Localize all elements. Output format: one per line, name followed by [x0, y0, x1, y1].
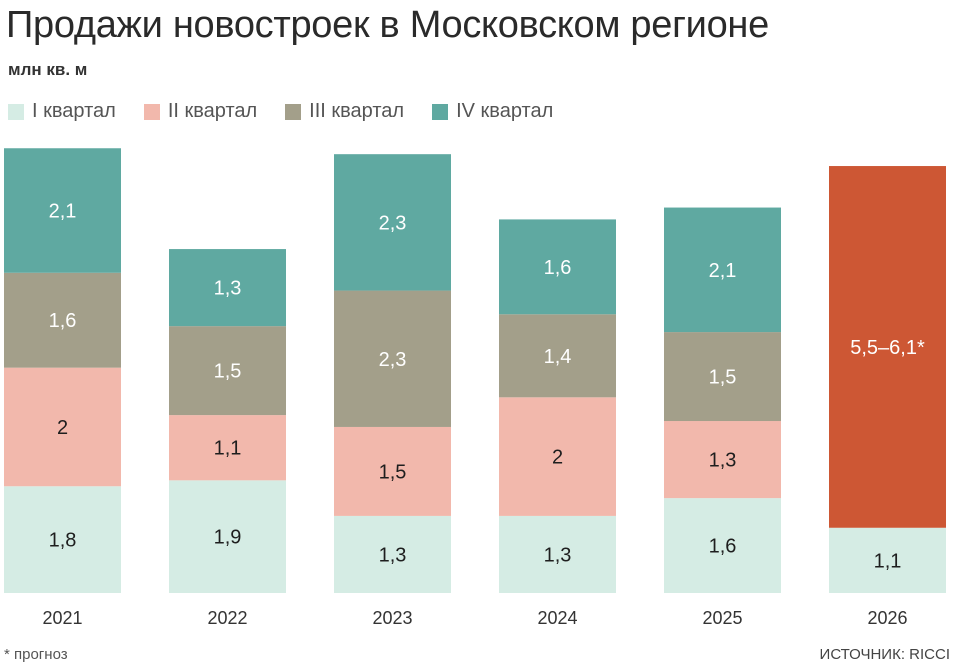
bar-segment-2021-q3: [4, 272, 121, 368]
data-label-2023-q2: 1,5: [379, 461, 407, 483]
legend-swatch-q4: [432, 103, 449, 120]
bar-segment-2022-q1: [169, 480, 286, 593]
legend-item-q2: II квартал: [143, 100, 258, 123]
bar-segment-2023-q4: [334, 154, 451, 291]
data-label-2021-q1: 1,8: [49, 530, 77, 552]
data-label-2023-q1: 1,3: [379, 544, 407, 566]
bar-segment-2021-q1: [4, 486, 121, 593]
data-label-2025-q4: 2,1: [709, 260, 737, 282]
bar-segment-2022-q2: [169, 415, 286, 481]
bar-segment-2025-q2: [664, 421, 781, 499]
x-tick-label-2026: 2026: [867, 608, 907, 628]
data-label-2026-q1: 1,1: [874, 550, 902, 572]
data-label-2022-q3: 1,5: [214, 361, 242, 383]
data-label-2024-q3: 1,4: [544, 346, 572, 368]
forecast-footnote: * прогноз: [4, 646, 68, 663]
legend-label-q2: II квартал: [167, 100, 258, 122]
data-label-2025-q3: 1,5: [709, 367, 737, 389]
data-label-2026-forecast: 5,5–6,1*: [850, 337, 925, 359]
x-tick-label-2025: 2025: [702, 608, 742, 628]
legend-swatch-q1: [8, 103, 24, 120]
data-label-2023-q3: 2,3: [379, 349, 407, 371]
data-label-2021-q3: 1,6: [49, 310, 77, 332]
source-credit: ИСТОЧНИК: RICCI: [819, 646, 950, 663]
chart-title: Продажи новостроек в Московском регионе: [6, 4, 769, 46]
bar-segment-2021-q2: [4, 367, 121, 487]
legend-label-q4: IV квартал: [456, 100, 554, 122]
data-label-2022-q2: 1,1: [214, 438, 242, 460]
data-label-2023-q4: 2,3: [379, 212, 407, 234]
data-label-2021-q2: 2: [57, 417, 68, 439]
legend-label-q3: III квартал: [309, 100, 405, 122]
bar-segment-2024-q3: [499, 314, 616, 398]
data-label-2022-q4: 1,3: [214, 278, 242, 300]
bar-segment-2024-q1: [499, 515, 616, 593]
bar-segment-2025-q4: [664, 207, 781, 333]
x-tick-label-2022: 2022: [207, 608, 247, 628]
legend-item-q3: III квартал: [285, 100, 404, 123]
bar-segment-2026-q1: [829, 527, 946, 593]
unit-label: млн кв. м: [8, 60, 88, 79]
legend-item-q4: IV квартал: [432, 100, 553, 123]
data-label-2024-q2: 2: [552, 447, 563, 469]
legend-swatch-q3: [285, 103, 302, 120]
bar-segment-2024-q4: [499, 219, 616, 315]
bar-segment-2022-q3: [169, 326, 286, 416]
x-tick-label-2021: 2021: [42, 608, 82, 628]
bar-segment-2022-q4: [169, 249, 286, 327]
data-label-2021-q4: 2,1: [49, 201, 77, 223]
bar-segment-2021-q4: [4, 148, 121, 273]
data-label-2024-q1: 1,3: [544, 544, 572, 566]
bar-segment-2026-forecast: [829, 166, 946, 528]
x-tick-label-2023: 2023: [372, 608, 412, 628]
legend-item-q1: I квартал: [8, 100, 116, 123]
legend-swatch-q2: [143, 103, 160, 120]
bar-segment-2025-q1: [664, 498, 781, 593]
data-label-2022-q1: 1,9: [214, 527, 242, 549]
data-label-2025-q1: 1,6: [709, 536, 737, 558]
bar-segment-2023-q1: [334, 515, 451, 593]
bar-segment-2023-q2: [334, 426, 451, 516]
bar-segment-2025-q3: [664, 332, 781, 422]
x-tick-label-2024: 2024: [537, 608, 577, 628]
data-label-2024-q4: 1,6: [544, 257, 572, 279]
data-label-2025-q2: 1,3: [709, 450, 737, 472]
legend-label-q1: I квартал: [32, 100, 116, 122]
bar-segment-2024-q2: [499, 397, 616, 516]
bar-segment-2023-q3: [334, 290, 451, 427]
legend: I квартал II квартал III квартал IV квар…: [8, 100, 581, 123]
